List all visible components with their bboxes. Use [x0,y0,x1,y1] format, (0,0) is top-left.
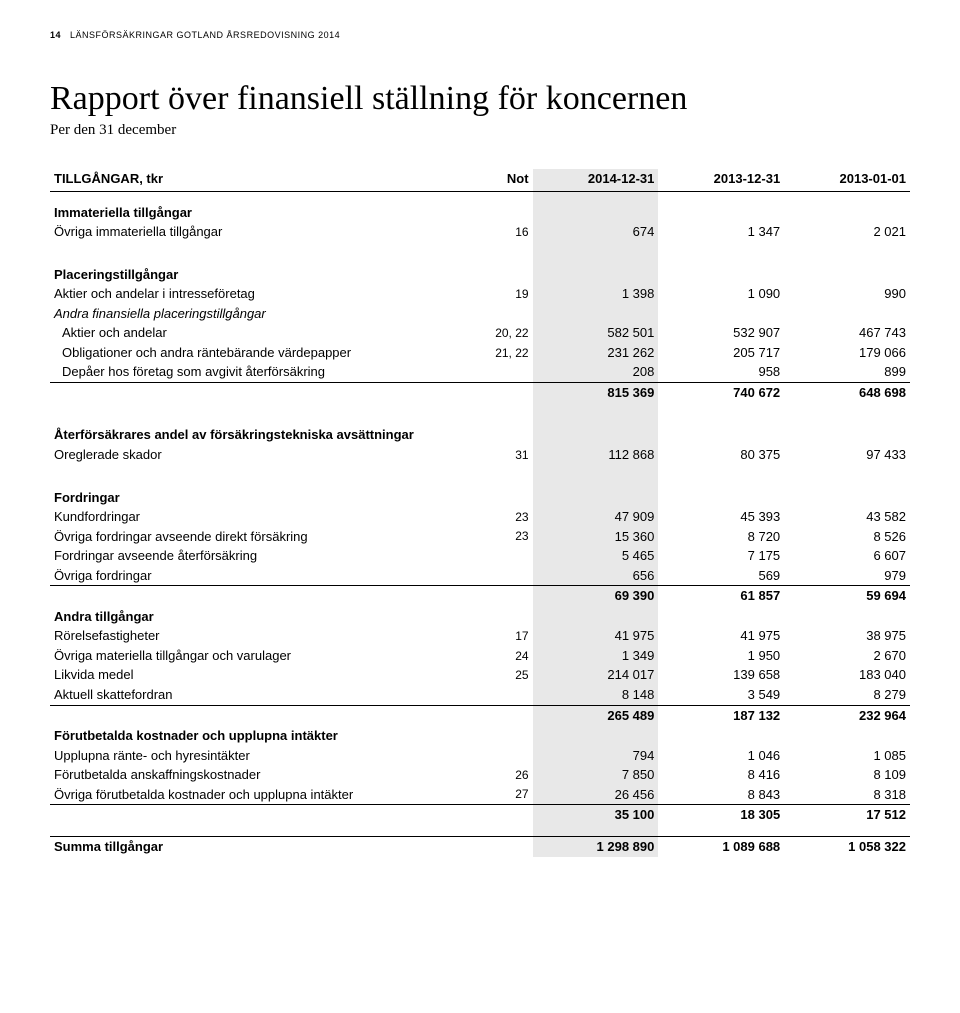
subtotal-row: 815 369 740 672 648 698 [50,382,910,402]
table-row: Likvida medel 25 214 017 139 658 183 040 [50,665,910,685]
page-number: 14 [50,30,61,40]
table-row: Övriga materiella tillgångar och varulag… [50,646,910,666]
table-row: Obligationer och andra räntebärande värd… [50,343,910,363]
section-andra-tillgangar: Andra tillgångar [50,606,910,627]
table-row: Övriga förutbetalda kostnader och upplup… [50,785,910,805]
section-immateriella: Immateriella tillgångar [50,191,910,222]
table-row: Aktier och andelar 20, 22 582 501 532 90… [50,323,910,343]
subtotal-row: 265 489 187 132 232 964 [50,705,910,725]
table-header-row: TILLGÅNGAR, tkr Not 2014-12-31 2013-12-3… [50,169,910,191]
table-row: Aktuell skattefordran 8 148 3 549 8 279 [50,685,910,705]
subtotal-row: 35 100 18 305 17 512 [50,805,910,825]
running-head-text: LÄNSFÖRSÄKRINGAR GOTLAND ÅRSREDOVISNING … [70,30,340,40]
report-title: Rapport över finansiell ställning för ko… [50,80,910,118]
table-row: Rörelsefastigheter 17 41 975 41 975 38 9… [50,626,910,646]
col-label: TILLGÅNGAR, tkr [50,169,464,191]
table-row: Aktier och andelar i intresseföretag 19 … [50,284,910,304]
col-not: Not [464,169,533,191]
subtotal-row: 69 390 61 857 59 694 [50,586,910,606]
table-row: Förutbetalda anskaffningskostnader 26 7 … [50,765,910,785]
table-row: Kundfordringar 23 47 909 45 393 43 582 [50,507,910,527]
col-2013-12: 2013-12-31 [658,169,784,191]
col-2013-01: 2013-01-01 [784,169,910,191]
table-row: Övriga fordringar avseende direkt försäk… [50,527,910,547]
section-forutbetalda: Förutbetalda kostnader och upplupna intä… [50,725,910,746]
running-header: 14 LÄNSFÖRSÄKRINGAR GOTLAND ÅRSREDOVISNI… [50,30,910,40]
section-placering: Placeringstillgångar [50,254,910,285]
balance-sheet-table: TILLGÅNGAR, tkr Not 2014-12-31 2013-12-3… [50,169,910,857]
table-row: Oreglerade skador 31 112 868 80 375 97 4… [50,445,910,465]
table-row: Upplupna ränte- och hyresintäkter 794 1 … [50,746,910,766]
grand-total-row: Summa tillgångar 1 298 890 1 089 688 1 0… [50,837,910,857]
section-aterforsakrares: Återförsäkrares andel av försäkringstekn… [50,414,910,445]
table-subheading: Andra finansiella placeringstillgångar [50,304,910,324]
section-fordringar: Fordringar [50,477,910,508]
table-row: Depåer hos företag som avgivit återförsä… [50,362,910,382]
col-2014: 2014-12-31 [533,169,659,191]
report-subtitle: Per den 31 december [50,122,910,139]
table-row: Fordringar avseende återförsäkring 5 465… [50,546,910,566]
table-row: Övriga fordringar 656 569 979 [50,566,910,586]
table-row: Övriga immateriella tillgångar 16 674 1 … [50,222,910,242]
